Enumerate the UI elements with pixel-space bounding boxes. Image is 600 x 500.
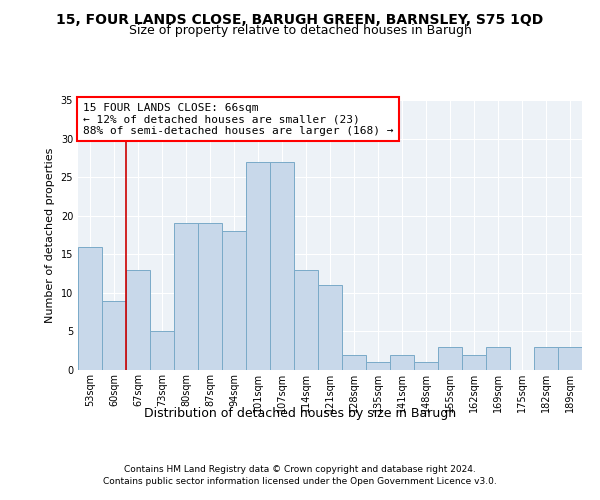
Bar	[534, 347, 558, 370]
Bar	[222, 231, 246, 370]
Bar	[486, 347, 510, 370]
Text: 15 FOUR LANDS CLOSE: 66sqm
← 12% of detached houses are smaller (23)
88% of semi: 15 FOUR LANDS CLOSE: 66sqm ← 12% of deta…	[83, 102, 394, 136]
Text: Contains HM Land Registry data © Crown copyright and database right 2024.: Contains HM Land Registry data © Crown c…	[124, 465, 476, 474]
Bar	[558, 347, 582, 370]
Bar	[438, 347, 462, 370]
Bar	[126, 270, 150, 370]
Bar	[78, 246, 102, 370]
Y-axis label: Number of detached properties: Number of detached properties	[45, 148, 55, 322]
Bar	[462, 354, 486, 370]
Bar	[366, 362, 390, 370]
Text: Distribution of detached houses by size in Barugh: Distribution of detached houses by size …	[144, 408, 456, 420]
Bar	[294, 270, 318, 370]
Bar	[174, 224, 198, 370]
Bar	[318, 285, 342, 370]
Text: Contains public sector information licensed under the Open Government Licence v3: Contains public sector information licen…	[103, 478, 497, 486]
Bar	[102, 300, 126, 370]
Bar	[150, 332, 174, 370]
Bar	[198, 224, 222, 370]
Text: 15, FOUR LANDS CLOSE, BARUGH GREEN, BARNSLEY, S75 1QD: 15, FOUR LANDS CLOSE, BARUGH GREEN, BARN…	[56, 12, 544, 26]
Bar	[414, 362, 438, 370]
Bar	[342, 354, 366, 370]
Bar	[246, 162, 270, 370]
Text: Size of property relative to detached houses in Barugh: Size of property relative to detached ho…	[128, 24, 472, 37]
Bar	[390, 354, 414, 370]
Bar	[270, 162, 294, 370]
